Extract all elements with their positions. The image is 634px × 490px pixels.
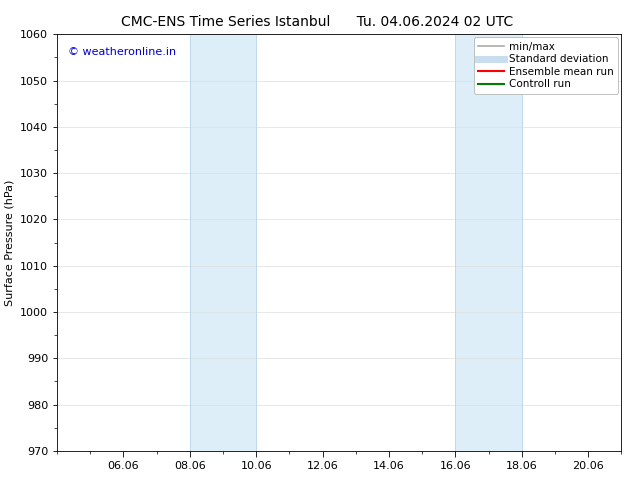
Legend: min/max, Standard deviation, Ensemble mean run, Controll run: min/max, Standard deviation, Ensemble me…: [474, 37, 618, 94]
Text: © weatheronline.in: © weatheronline.in: [68, 47, 176, 57]
Text: CMC-ENS Time Series Istanbul      Tu. 04.06.2024 02 UTC: CMC-ENS Time Series Istanbul Tu. 04.06.2…: [121, 15, 513, 29]
Bar: [455, 34, 522, 451]
Y-axis label: Surface Pressure (hPa): Surface Pressure (hPa): [4, 179, 15, 306]
Bar: [190, 34, 256, 451]
